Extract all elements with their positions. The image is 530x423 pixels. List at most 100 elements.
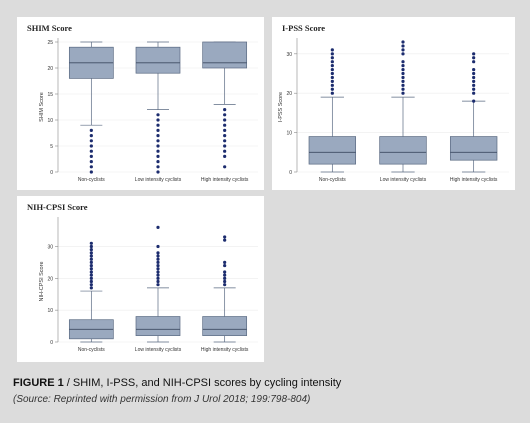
outlier-point <box>330 64 334 68</box>
outlier-point <box>401 83 405 87</box>
outlier-point <box>89 283 93 287</box>
outlier-point <box>330 56 334 60</box>
outlier-point <box>330 67 334 72</box>
caption-figure-label: FIGURE 1 <box>13 377 64 389</box>
outlier-point <box>156 276 160 280</box>
caption-source: (Source: Reprinted with permission from … <box>13 394 310 405</box>
outlier-point <box>223 108 227 112</box>
outlier-point <box>156 267 160 271</box>
outlier-point <box>223 260 227 264</box>
outlier-point <box>156 244 160 249</box>
outlier-point <box>89 254 93 258</box>
outlier-point <box>89 160 93 164</box>
x-tick-label: Non-cyclists <box>319 177 346 183</box>
chart-title: SHIM Score <box>27 23 72 33</box>
outlier-point <box>156 165 160 169</box>
outlier-point <box>156 154 160 158</box>
outlier-point <box>223 273 227 277</box>
outlier-point <box>156 225 160 229</box>
outlier-point <box>472 71 476 76</box>
y-tick-label: 20 <box>286 91 292 97</box>
outlier-point <box>223 118 227 122</box>
outlier-point <box>401 48 405 52</box>
outlier-point <box>330 75 334 80</box>
outlier-point <box>401 75 405 80</box>
outlier-point <box>223 270 227 274</box>
outlier-point <box>223 113 227 117</box>
outlier-point <box>223 235 227 239</box>
x-tick-label: Low intensity cyclists <box>380 177 427 183</box>
outlier-point <box>223 283 227 287</box>
outlier-point <box>89 279 93 284</box>
outlier-point <box>156 251 160 255</box>
y-tick-label: 0 <box>289 170 292 176</box>
outlier-point <box>89 248 93 252</box>
outlier-point <box>330 60 334 64</box>
outlier-point <box>401 44 405 48</box>
outlier-point <box>89 267 93 271</box>
outlier-point <box>156 128 160 132</box>
outlier-point <box>89 270 93 274</box>
outlier-point <box>401 52 405 56</box>
outlier-point <box>401 79 405 83</box>
outlier-point <box>156 263 160 268</box>
outlier-point <box>401 87 405 91</box>
outlier-point <box>89 128 93 132</box>
y-tick-label: 5 <box>50 144 53 150</box>
outlier-point <box>156 139 160 143</box>
outlier-point <box>401 60 405 64</box>
outlier-point <box>89 286 93 290</box>
outlier-point <box>156 123 160 127</box>
outlier-point <box>401 64 405 68</box>
outlier-point <box>89 139 93 143</box>
outlier-point <box>89 244 93 249</box>
chart-panel-3: NIH-CPSI Score 0 10 20 30 NIH-CPSI Score Non-c… <box>17 196 264 362</box>
y-tick-label: 25 <box>47 40 53 46</box>
outlier-point <box>472 56 476 60</box>
x-tick-label: Non-cyclists <box>78 177 105 183</box>
outlier-point <box>156 279 160 284</box>
outlier-point <box>89 170 93 174</box>
x-tick-label: Non-cyclists <box>78 347 105 353</box>
box-iqr <box>202 41 248 69</box>
outlier-point <box>223 128 227 132</box>
outlier-point <box>223 149 227 153</box>
outlier-point <box>330 83 334 87</box>
chart-panel-2: I-PSS Score 0 10 20 30 I-PSS Score Non-cyclist… <box>272 17 515 190</box>
box-iqr <box>202 316 248 336</box>
outlier-point <box>330 52 334 56</box>
x-tick-label: High intensity cyclists <box>201 177 249 183</box>
caption-title: FIGURE 1 / SHIM, I-PSS, and NIH-CPSI sco… <box>13 377 342 389</box>
box-iqr <box>308 136 357 165</box>
x-tick-label: High intensity cyclists <box>201 347 249 353</box>
box-iqr <box>449 136 498 161</box>
outlier-point <box>401 71 405 76</box>
outlier-point <box>472 99 476 103</box>
outlier-point <box>223 263 227 268</box>
y-tick-label: 0 <box>50 170 53 176</box>
outlier-point <box>156 149 160 153</box>
outlier-point <box>330 79 334 83</box>
outlier-point <box>223 238 227 242</box>
box-iqr <box>379 136 427 165</box>
outlier-point <box>89 251 93 255</box>
outlier-point <box>156 283 160 287</box>
outlier-point <box>330 91 334 95</box>
y-tick-label: 20 <box>47 276 53 282</box>
box-iqr <box>135 316 181 336</box>
x-tick-label: High intensity cyclists <box>450 177 498 183</box>
outlier-point <box>156 257 160 261</box>
y-tick-label: 15 <box>47 92 53 98</box>
outlier-point <box>223 139 227 143</box>
outlier-point <box>401 91 405 95</box>
outlier-point <box>89 149 93 153</box>
outlier-point <box>89 263 93 268</box>
outlier-point <box>330 87 334 91</box>
y-axis-label: I-PSS Score <box>278 92 284 122</box>
outlier-point <box>472 87 476 91</box>
outlier-point <box>223 134 227 138</box>
outlier-point <box>472 67 476 72</box>
outlier-point <box>89 260 93 264</box>
outlier-point <box>156 254 160 258</box>
